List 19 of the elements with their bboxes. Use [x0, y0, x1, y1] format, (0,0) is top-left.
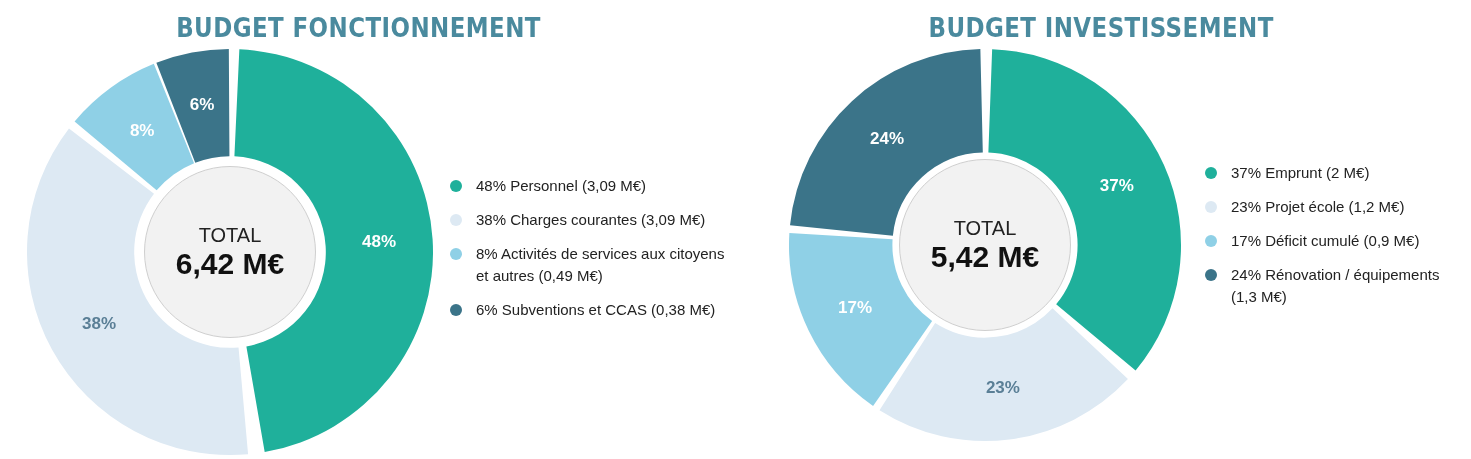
legend-label: 38% Charges courantes (3,09 M€)	[476, 210, 706, 230]
chart-title: BUDGET FONCTIONNEMENT	[175, 12, 541, 43]
legend-label: 6% Subventions et CCAS (0,38 M€)	[476, 300, 716, 320]
legend-label: 17% Déficit cumulé (0,9 M€)	[1231, 231, 1420, 251]
legend-label: 23% Projet école (1,2 M€)	[1231, 197, 1405, 217]
data-label: 24%	[870, 128, 905, 148]
data-label: 17%	[838, 297, 873, 317]
data-label: 38%	[82, 313, 117, 333]
data-label: 48%	[362, 232, 397, 252]
legend-label: 48% Personnel (3,09 M€)	[476, 176, 647, 196]
data-label: 8%	[129, 120, 155, 140]
legend-label: 24% Rénovation / équipements (1,3 M€)	[1231, 265, 1441, 307]
chart-title: BUDGET INVESTISSEMENT	[928, 12, 1274, 43]
legend-label: 8% Activités de services aux citoyens et autres (0,49 M€)	[476, 244, 725, 286]
center-disc: TOTAL 6,42 M€	[144, 166, 316, 338]
legend-label: 37% Emprunt (2 M€)	[1231, 163, 1370, 183]
data-label: 6%	[189, 94, 215, 114]
data-label: 37%	[1099, 175, 1134, 195]
data-label: 23%	[985, 377, 1020, 397]
